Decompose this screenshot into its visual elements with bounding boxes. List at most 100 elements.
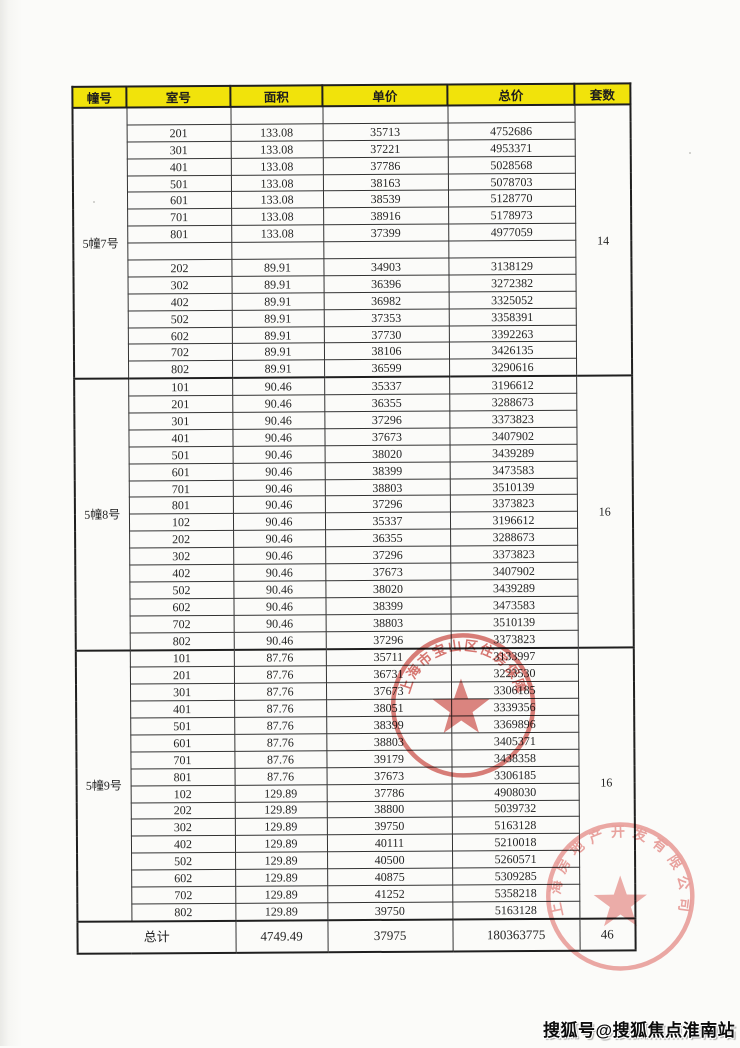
cell-room: 702 bbox=[131, 886, 236, 904]
cell-room: 401 bbox=[128, 429, 233, 447]
cell-total-price: 5309285 bbox=[452, 867, 580, 885]
cell-area: 90.46 bbox=[232, 377, 325, 396]
cell-unit-price: 37353 bbox=[323, 308, 449, 327]
cell-unit-price: 38399 bbox=[326, 716, 452, 734]
cell-total-price: 3133997 bbox=[450, 647, 578, 666]
cell-unit-price: 36355 bbox=[324, 394, 450, 412]
cell-total-price: 3407902 bbox=[449, 427, 577, 445]
cell-area: 89.91 bbox=[231, 343, 325, 361]
cell-room: 502 bbox=[127, 310, 232, 328]
cell-room: 802 bbox=[131, 903, 236, 922]
cell-area: 90.46 bbox=[232, 428, 325, 447]
cell-total-price: 5358218 bbox=[452, 884, 580, 902]
cell-total-price: 5163128 bbox=[452, 901, 580, 920]
cell-area: 90.46 bbox=[232, 462, 325, 480]
cell-area: 129.89 bbox=[235, 868, 328, 887]
cell-unit-price bbox=[323, 241, 449, 259]
cell-area: 133.08 bbox=[230, 123, 323, 142]
cell-room: 701 bbox=[128, 479, 233, 498]
cell-room: 401 bbox=[126, 158, 231, 176]
cell-total-price: 4953371 bbox=[447, 139, 575, 157]
cell-area: 90.46 bbox=[232, 394, 325, 413]
cell-unit-price: 39179 bbox=[326, 749, 452, 768]
cell-unit-price: 36731 bbox=[325, 665, 451, 684]
cell-area: 87.76 bbox=[234, 733, 327, 752]
cell-unit-price: 38163 bbox=[322, 173, 448, 192]
header-total-price: 总价 bbox=[447, 83, 575, 106]
cell-room bbox=[127, 242, 232, 260]
cell-unit-price: 38803 bbox=[326, 732, 452, 751]
total-unit-count: 46 bbox=[579, 918, 636, 951]
cell-total-price: 3369896 bbox=[451, 715, 579, 733]
cell-total-price: 3272382 bbox=[448, 274, 576, 292]
cell-unit-price: 39750 bbox=[327, 901, 453, 921]
cell-area: 90.46 bbox=[233, 563, 326, 582]
cell-area: 90.46 bbox=[233, 580, 326, 599]
cell-room: 701 bbox=[127, 208, 232, 227]
cell-room: 601 bbox=[128, 463, 233, 481]
cell-area: 89.91 bbox=[231, 326, 324, 344]
cell-total-price: 3407902 bbox=[450, 562, 578, 580]
header-unit-price: 单价 bbox=[322, 84, 448, 107]
building-cell: 5幢8号 bbox=[74, 378, 130, 651]
cell-unit-price: 41252 bbox=[327, 884, 453, 903]
cell-total-price: 3325052 bbox=[448, 291, 576, 309]
cell-unit-price: 38399 bbox=[324, 461, 450, 480]
cell-room: 602 bbox=[127, 326, 232, 345]
cell-room: 401 bbox=[130, 700, 235, 719]
cell-area: 89.91 bbox=[231, 258, 324, 277]
cell-total-price: 3405371 bbox=[451, 732, 579, 750]
cell-total-price: 5260571 bbox=[452, 850, 580, 869]
cell-area: 90.46 bbox=[233, 546, 326, 565]
cell-room: 101 bbox=[129, 649, 234, 668]
unit-count-cell: 16 bbox=[576, 375, 634, 648]
cell-unit-price: 38916 bbox=[323, 207, 449, 226]
cell-unit-price bbox=[322, 105, 448, 124]
header-area: 面积 bbox=[230, 85, 323, 107]
cell-unit-price: 37296 bbox=[325, 630, 451, 649]
cell-total-price: 3373823 bbox=[450, 545, 578, 564]
cell-area: 133.08 bbox=[230, 174, 323, 192]
cell-total-price: 4977059 bbox=[448, 223, 576, 242]
cell-total-price: 3510139 bbox=[449, 477, 577, 496]
cell-area: 89.91 bbox=[232, 360, 325, 379]
cell-unit-price: 37786 bbox=[322, 156, 448, 175]
cell-unit-price: 37673 bbox=[325, 682, 452, 700]
cell-room: 501 bbox=[126, 174, 231, 193]
cell-area: 129.89 bbox=[234, 801, 327, 819]
cell-room: 202 bbox=[130, 801, 235, 820]
cell-room: 602 bbox=[129, 598, 234, 616]
cell-total-price: 3288673 bbox=[449, 393, 577, 412]
total-unit-price: 37975 bbox=[327, 919, 453, 953]
cell-unit-price: 36396 bbox=[323, 274, 449, 293]
cell-room: 501 bbox=[128, 446, 233, 464]
cell-unit-price: 37296 bbox=[324, 411, 450, 429]
cell-total-price: 5210018 bbox=[451, 833, 580, 852]
cell-area: 87.76 bbox=[233, 648, 326, 667]
cell-unit-price: 37399 bbox=[323, 224, 449, 242]
table-body: 5幢7号 14 201 133.08 35713 4752686 301 133.08 3722… bbox=[72, 104, 636, 954]
header-room-no: 室号 bbox=[126, 85, 231, 108]
cell-room: 301 bbox=[126, 141, 231, 159]
cell-total-price: 3138129 bbox=[448, 257, 576, 275]
cell-total-price: 3373823 bbox=[450, 629, 578, 649]
cell-unit-price: 37296 bbox=[324, 495, 450, 514]
cell-total-price: 3473583 bbox=[450, 596, 578, 614]
cell-room: 802 bbox=[129, 631, 234, 650]
cell-unit-price: 36599 bbox=[324, 359, 450, 378]
cell-room: 402 bbox=[129, 564, 234, 582]
cell-room: 301 bbox=[129, 683, 235, 702]
cell-room: 101 bbox=[128, 378, 233, 397]
cell-unit-price: 40500 bbox=[327, 851, 453, 869]
cell-area: 90.46 bbox=[233, 597, 326, 616]
cell-unit-price: 35711 bbox=[325, 648, 451, 667]
cell-total-price: 3439289 bbox=[449, 444, 577, 462]
cell-unit-price: 37786 bbox=[326, 783, 452, 802]
cell-room: 302 bbox=[130, 818, 235, 837]
cell-total-price: 3392263 bbox=[448, 324, 576, 343]
cell-total-price: 3223530 bbox=[450, 664, 578, 683]
cell-total-price: 5128770 bbox=[447, 189, 576, 208]
cell-room: 201 bbox=[126, 124, 231, 142]
cell-room: 102 bbox=[130, 784, 235, 803]
